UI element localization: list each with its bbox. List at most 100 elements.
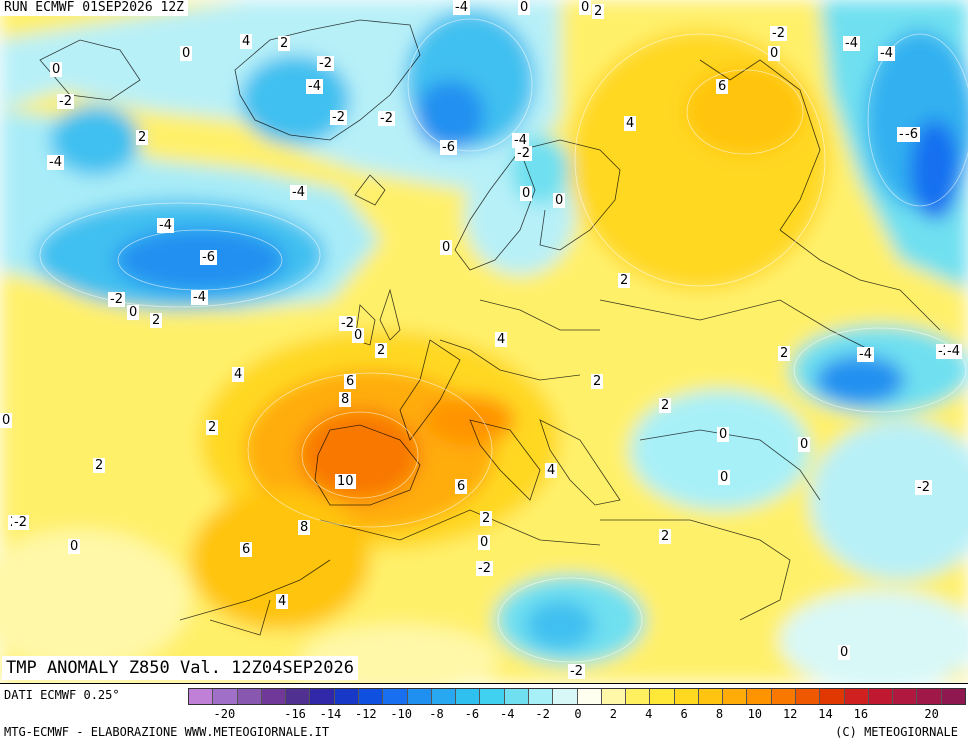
contour-label: -2 — [108, 292, 125, 307]
legend-tick-label: 2 — [609, 707, 617, 721]
legend-swatch — [723, 689, 748, 704]
legend-swatch — [261, 689, 287, 704]
legend-tick-label: -20 — [213, 707, 236, 721]
legend-swatch — [480, 689, 505, 704]
contour-label: -6 — [903, 127, 920, 142]
contour-label: 2 — [375, 343, 388, 358]
color-scale-ticks: -20 -16 -14 -12 -10 -8 -6 -4 -2 0 2 4 6 8 10 12 14 16 20 — [188, 707, 966, 721]
contour-label: 0 — [520, 186, 533, 201]
legend-swatch — [747, 689, 772, 704]
legend-swatch — [820, 689, 845, 704]
legend-swatch — [650, 689, 675, 704]
contour-label: 0 — [440, 240, 453, 255]
legend-tick-label: 14 — [818, 707, 833, 721]
contour-label: 2 — [480, 511, 493, 526]
legend-swatch — [674, 689, 699, 704]
legend-swatch — [626, 689, 651, 704]
contour-label: 2 — [659, 529, 672, 544]
legend-tick-label: -10 — [390, 707, 413, 721]
legend-swatch — [431, 689, 457, 704]
contour-label: -4 — [157, 218, 174, 233]
anomaly-field — [0, 0, 968, 683]
legend-swatch — [941, 689, 965, 704]
legend-swatch — [383, 689, 408, 704]
contour-label: 0 — [798, 437, 811, 452]
legend-swatch — [528, 689, 554, 704]
contour-lines — [39, 18, 968, 663]
contour-label: 0 — [478, 535, 491, 550]
color-scale-legend — [188, 688, 966, 705]
contour-label: -4 — [290, 185, 307, 200]
contour-label: 2 — [591, 374, 604, 389]
contour-label: -2 — [915, 480, 932, 495]
contour-label: 2 — [659, 398, 672, 413]
contour-label: -4 — [857, 347, 874, 362]
contour-label: 0 — [518, 0, 531, 15]
contour-label: 2 — [592, 4, 605, 19]
credit-label: MTG-ECMWF - ELABORAZIONE WWW.METEOGIORNA… — [4, 725, 330, 739]
contour-label: -4 — [191, 290, 208, 305]
legend-swatch — [917, 689, 942, 704]
legend-swatch — [796, 689, 821, 704]
legend-swatch — [456, 689, 481, 704]
contour-label: 0 — [0, 413, 13, 428]
map-canvas — [0, 0, 968, 683]
contour-label: 4 — [624, 116, 637, 131]
contour-label: 2 — [206, 420, 219, 435]
legend-swatch — [213, 689, 238, 704]
run-header: RUN ECMWF 01SEP2026 12Z — [0, 0, 189, 16]
contour-label: 0 — [180, 46, 193, 61]
contour-label: 2 — [93, 458, 106, 473]
data-source-label: DATI ECMWF 0.25° — [4, 688, 120, 702]
legend-tick-label: 6 — [680, 707, 688, 721]
legend-tick-label: 16 — [853, 707, 869, 721]
legend-swatch — [553, 689, 578, 704]
contour-label: 0 — [352, 328, 365, 343]
contour-label: -2 — [378, 111, 395, 126]
contour-label: -2 — [568, 664, 585, 679]
contour-label: -2 — [330, 110, 347, 125]
contour-label: -2 — [57, 94, 74, 109]
contour-label: -4 — [512, 133, 529, 148]
footer: DATI ECMWF 0.25° -20 -16 -14 -12 -10 -8 -6 -4 -2… — [0, 684, 968, 745]
legend-swatch — [407, 689, 432, 704]
legend-swatch — [771, 689, 797, 704]
contour-label: -4 — [306, 79, 323, 94]
legend-swatch — [868, 689, 894, 704]
legend-tick-label: -8 — [429, 707, 444, 721]
contour-label: 2 — [136, 130, 149, 145]
legend-swatch — [698, 689, 724, 704]
legend-swatch — [601, 689, 627, 704]
legend-swatch — [237, 689, 262, 704]
legend-tick-label: -2 — [535, 707, 550, 721]
contour-label: 0 — [579, 0, 592, 15]
contour-label: -4 — [945, 344, 962, 359]
contour-label: 6 — [240, 542, 253, 557]
legend-tick-label: -14 — [319, 707, 342, 721]
legend-swatch — [893, 689, 918, 704]
legend-swatch — [310, 689, 335, 704]
contour-label: 8 — [298, 520, 311, 535]
contour-label: -6 — [440, 140, 457, 155]
contour-label: 2 — [778, 346, 791, 361]
contour-label: -4 — [47, 155, 64, 170]
contour-label: 2 — [618, 273, 631, 288]
contour-label: 8 — [339, 392, 352, 407]
legend-tick-label: 20 — [924, 707, 939, 721]
copyright-label: (C) METEOGIORNALE — [835, 725, 958, 739]
map-title: TMP ANOMALY Z850 Val. 12Z04SEP2026 — [2, 656, 358, 680]
contour-label: 0 — [718, 470, 731, 485]
contour-label: 0 — [838, 645, 851, 660]
contour-label: 0 — [553, 193, 566, 208]
legend-tick-label: -12 — [354, 707, 377, 721]
legend-swatch — [844, 689, 869, 704]
legend-tick-label: 10 — [747, 707, 763, 721]
contour-label: -2 — [515, 146, 532, 161]
contour-label: 6 — [716, 79, 729, 94]
temperature-anomaly-map: -40024200-2-20-4-4-2-2-2-464-6-6-4-20-4-… — [0, 0, 968, 684]
contour-label: 0 — [68, 539, 81, 554]
contour-label: 2 — [278, 36, 291, 51]
legend-tick-label: 12 — [782, 707, 798, 721]
contour-label: 6 — [344, 374, 357, 389]
contour-label: 0 — [717, 427, 730, 442]
